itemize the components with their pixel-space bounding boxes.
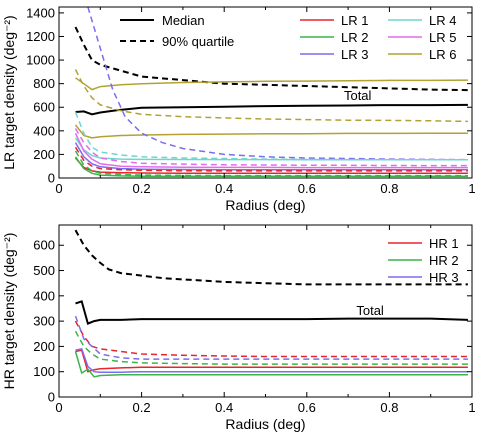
series-line-lr-5-90-quartile bbox=[74, 128, 468, 167]
y-tick-label: 0 bbox=[48, 390, 55, 405]
x-tick-label: 0.8 bbox=[380, 400, 398, 415]
y-tick-label: 800 bbox=[33, 76, 55, 91]
x-tick-label: 0 bbox=[55, 400, 62, 415]
x-tick-label: 0.4 bbox=[215, 181, 233, 196]
y-tick-label: 300 bbox=[33, 314, 55, 329]
x-tick-label: 0.6 bbox=[298, 181, 316, 196]
y-tick-label: 100 bbox=[33, 364, 55, 379]
y-tick-label: 1400 bbox=[26, 5, 55, 20]
legend-label: HR 2 bbox=[429, 253, 459, 268]
series-line-lr-3 bbox=[74, 142, 468, 171]
x-tick-label: 0.6 bbox=[298, 400, 316, 415]
legend-label: LR 3 bbox=[341, 47, 368, 62]
legend-label: LR 1 bbox=[341, 13, 368, 28]
legend-label: Median bbox=[162, 13, 205, 28]
legend-label: LR 4 bbox=[429, 13, 456, 28]
series-line-hr-1-90-quartile bbox=[74, 320, 468, 358]
x-axis-label: Radius (deg) bbox=[225, 197, 305, 213]
legend-label: LR 2 bbox=[341, 30, 368, 45]
x-axis-label: Radius (deg) bbox=[225, 416, 305, 432]
x-tick-label: 1 bbox=[468, 181, 475, 196]
x-tick-label: 0.2 bbox=[133, 181, 151, 196]
total-label: Total bbox=[356, 303, 384, 318]
y-tick-label: 600 bbox=[33, 100, 55, 115]
x-tick-label: 1 bbox=[468, 400, 475, 415]
series-line-hr-2 bbox=[74, 351, 468, 378]
series-line-lr-2 bbox=[74, 156, 468, 178]
y-tick-label: 400 bbox=[33, 123, 55, 138]
series-line-lr-4-90-quartile bbox=[74, 111, 468, 161]
x-tick-label: 0 bbox=[55, 181, 62, 196]
y-axis-label: HR target density (deg⁻²) bbox=[1, 233, 17, 390]
y-tick-label: 200 bbox=[33, 339, 55, 354]
legend-label: HR 3 bbox=[429, 270, 459, 285]
lr-density-panel: 0 0.2 0.4 0.6 0.8 1 0 200 400 600 800 1000 1200 1400 R… bbox=[1, 5, 476, 213]
series-line-total bbox=[75, 300, 468, 325]
series-line-hr-3-90-quartile bbox=[74, 315, 468, 360]
y-tick-label: 1000 bbox=[26, 53, 55, 68]
series-line-lr-6 bbox=[74, 124, 468, 139]
legend-label: LR 5 bbox=[429, 30, 456, 45]
x-tick-label: 0.4 bbox=[215, 400, 233, 415]
series-line-lr-6-90-quartile bbox=[74, 69, 468, 123]
series-line-lr-6 bbox=[75, 77, 468, 91]
series-line-hr-2-90-quartile bbox=[74, 330, 468, 365]
y-tick-label: 1200 bbox=[26, 29, 55, 44]
series-group bbox=[74, 7, 468, 178]
series-line-hr-3 bbox=[75, 348, 468, 373]
legend-label: LR 6 bbox=[429, 47, 456, 62]
x-tick-label: 0.8 bbox=[380, 181, 398, 196]
y-tick-label: 500 bbox=[33, 263, 55, 278]
plot-frame bbox=[58, 6, 473, 179]
x-tick-label: 0.2 bbox=[133, 400, 151, 415]
y-tick-label: 200 bbox=[33, 147, 55, 162]
series-line-total bbox=[75, 103, 468, 116]
series-line-total-90-quartile bbox=[74, 229, 468, 286]
total-label: Total bbox=[344, 88, 372, 103]
series-line-lr-5 bbox=[74, 132, 468, 169]
legend-label: 90% quartile bbox=[162, 34, 234, 49]
hr-density-panel: 0 0.2 0.4 0.6 0.8 1 0 100 200 300 400 500 600 Radius … bbox=[1, 224, 476, 432]
legend-label: HR 1 bbox=[429, 236, 459, 251]
y-axis-label: LR target density (deg⁻²) bbox=[1, 15, 17, 169]
series-line-lr-1 bbox=[74, 157, 468, 175]
y-tick-label: 400 bbox=[33, 288, 55, 303]
y-tick-label: 0 bbox=[48, 171, 55, 186]
series-group bbox=[74, 229, 468, 378]
y-tick-label: 600 bbox=[33, 238, 55, 253]
